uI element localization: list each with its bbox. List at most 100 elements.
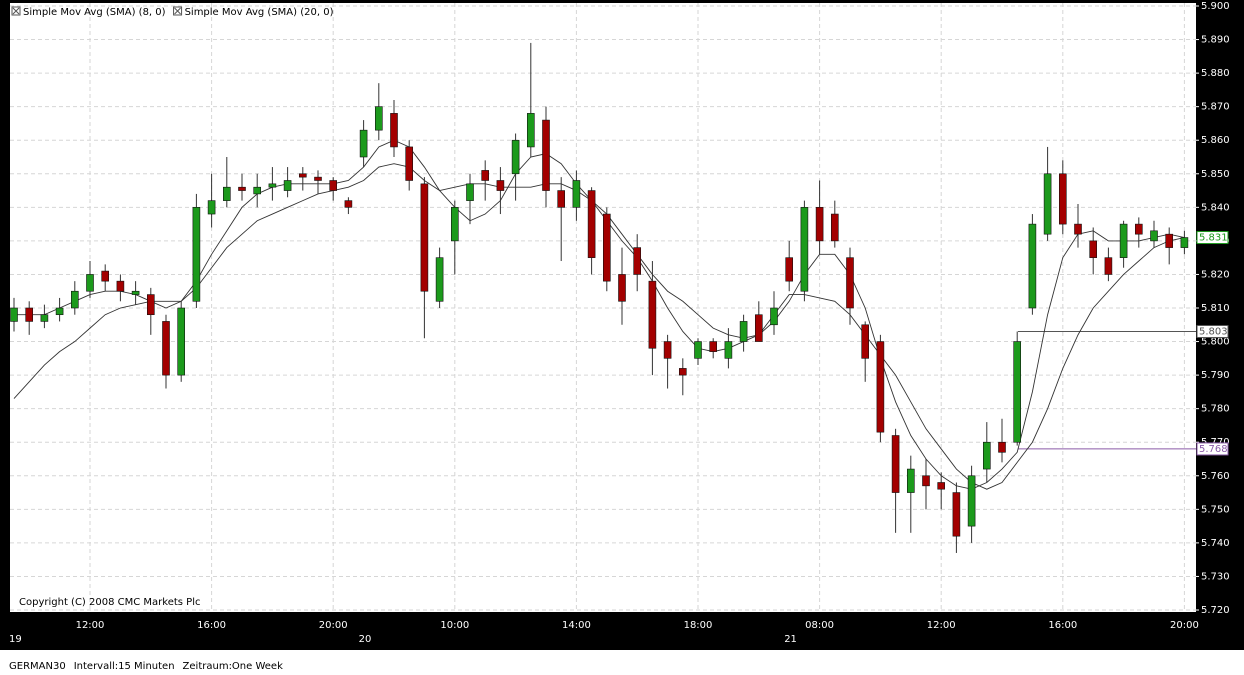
legend-item: Simple Mov Avg (SMA) (20, 0) xyxy=(173,6,334,18)
candle-body xyxy=(663,341,672,359)
candle-body xyxy=(724,341,733,359)
legend-label: Simple Mov Avg (SMA) (20, 0) xyxy=(185,7,334,18)
legend-label: Simple Mov Avg (SMA) (8, 0) xyxy=(23,7,166,18)
candle-body xyxy=(830,213,839,242)
candle-body xyxy=(116,280,125,292)
candle-body xyxy=(344,200,353,208)
candle-body xyxy=(192,207,201,302)
candle-body xyxy=(633,247,642,275)
sma-line xyxy=(13,163,1185,490)
y-tick-label: 5.870 xyxy=(1201,102,1230,113)
level-label: 5.768 xyxy=(1199,444,1228,455)
x-tick-label: 08:00 xyxy=(805,620,834,631)
candle-body xyxy=(450,207,459,242)
y-tick-label: 5.810 xyxy=(1201,303,1230,314)
candle-body xyxy=(40,314,49,322)
footer-bar xyxy=(0,650,1244,675)
candle-body xyxy=(420,183,429,292)
x-tick-label: 18:00 xyxy=(684,620,713,631)
y-tick-label: 5.730 xyxy=(1201,571,1230,582)
level-box xyxy=(1196,442,1229,456)
candle-body xyxy=(648,280,657,349)
candle-body xyxy=(542,119,550,191)
candle-body xyxy=(937,482,946,490)
candle-body xyxy=(587,190,596,258)
candle-body xyxy=(1043,173,1052,235)
y-tick-label: 5.900 xyxy=(1201,1,1230,12)
candle-body xyxy=(739,321,748,342)
candle-body xyxy=(162,321,170,376)
candle-body xyxy=(800,207,809,292)
candle-body xyxy=(1135,223,1143,235)
candle-body xyxy=(1074,223,1082,235)
candle-body xyxy=(1089,240,1097,258)
y-tick-label: 5.890 xyxy=(1201,35,1230,46)
copyright: Copyright (C) 2008 CMC Markets Plc xyxy=(19,597,200,608)
candle-body xyxy=(1028,223,1037,309)
level-box xyxy=(1196,324,1229,338)
candle-body xyxy=(359,129,368,158)
candle-body xyxy=(314,176,322,181)
candle-body xyxy=(329,180,338,191)
legend-icon xyxy=(12,7,20,15)
candle-body xyxy=(557,190,566,208)
candle-body xyxy=(147,294,155,316)
candle-body xyxy=(435,257,444,302)
y-tick-label: 5.850 xyxy=(1201,169,1230,180)
y-tick-label: 5.790 xyxy=(1201,370,1230,381)
candle-body xyxy=(238,186,246,191)
x-tick-label: 16:00 xyxy=(1048,620,1077,631)
x-tick-label: 20:00 xyxy=(319,620,348,631)
candle-body xyxy=(55,307,64,316)
candle-body xyxy=(71,290,79,309)
candle-body xyxy=(982,441,991,470)
footer-text: Zeitraum:One Week xyxy=(183,661,284,672)
candle-body xyxy=(283,180,292,191)
candle-body xyxy=(177,307,185,376)
candle-body xyxy=(891,435,900,493)
candle-body xyxy=(1104,257,1113,275)
candle-body xyxy=(526,113,535,148)
candle-body xyxy=(1013,341,1022,443)
y-tick-label: 5.860 xyxy=(1201,135,1230,146)
y-tick-label: 5.840 xyxy=(1201,202,1230,213)
sma-line xyxy=(14,139,1185,490)
candle-body xyxy=(1119,223,1128,258)
candle-body xyxy=(101,270,109,282)
candle-body xyxy=(405,146,414,181)
candle-body xyxy=(572,180,581,208)
candle-body xyxy=(1165,233,1173,248)
candle-body xyxy=(967,475,976,527)
candle-body xyxy=(952,492,961,537)
legend-item: Simple Mov Avg (SMA) (8, 0) xyxy=(11,6,166,18)
y-tick-label: 5.820 xyxy=(1201,269,1230,280)
x-tick-label: 10:00 xyxy=(440,620,469,631)
candle-body xyxy=(922,475,930,487)
legend-icon xyxy=(174,7,181,15)
candle-body xyxy=(10,307,18,322)
y-tick-label: 5.800 xyxy=(1201,337,1230,348)
candle-body xyxy=(694,341,702,359)
candle-body xyxy=(602,213,611,282)
candle-body xyxy=(268,183,277,188)
level-label: 5.803 xyxy=(1199,326,1228,337)
y-tick-label: 5.720 xyxy=(1201,605,1230,616)
candle-body xyxy=(815,207,824,242)
date-label: 21 xyxy=(784,634,797,645)
footer-text: GERMAN30 xyxy=(9,661,66,672)
candle-body xyxy=(906,468,915,493)
candle-body xyxy=(253,186,261,195)
candle-body xyxy=(25,307,34,322)
x-tick-label: 14:00 xyxy=(562,620,591,631)
candle-body xyxy=(861,324,870,359)
candle-body xyxy=(374,106,383,131)
candle-body xyxy=(298,173,307,178)
candle-body xyxy=(496,180,505,191)
x-tick-label: 12:00 xyxy=(76,620,105,631)
y-tick-label: 5.880 xyxy=(1201,68,1230,79)
candle-body xyxy=(466,183,474,201)
candle-body xyxy=(511,139,520,175)
candle-body xyxy=(390,113,398,148)
